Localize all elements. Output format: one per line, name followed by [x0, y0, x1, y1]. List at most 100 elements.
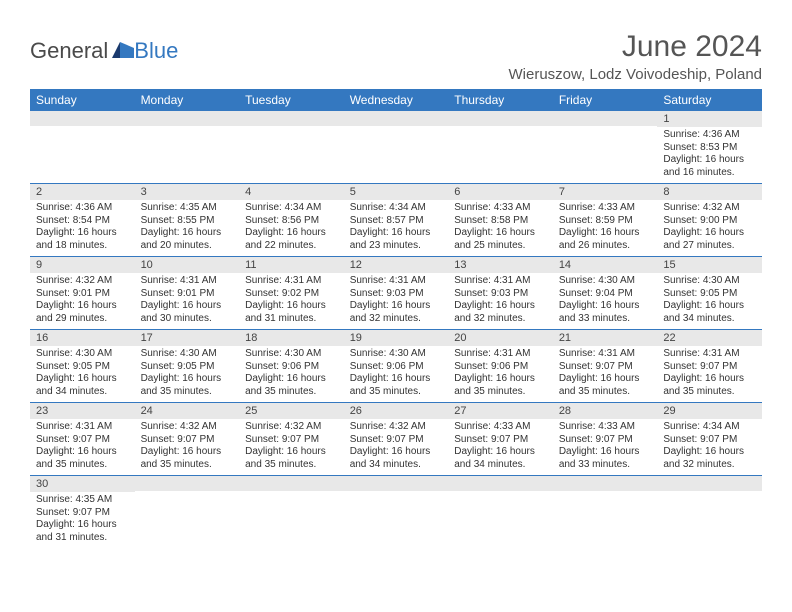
day-cell [553, 476, 658, 549]
daylight-text: Daylight: 16 hours and 35 minutes. [663, 373, 756, 398]
brand-mark-icon [112, 40, 134, 63]
day-cell: 16Sunrise: 4:30 AMSunset: 9:05 PMDayligh… [30, 330, 135, 403]
day-details: Sunrise: 4:36 AMSunset: 8:53 PMDaylight:… [657, 127, 762, 183]
daylight-text: Daylight: 16 hours and 25 minutes. [454, 227, 547, 252]
weekday-header: Sunday [30, 89, 135, 111]
calendar-page: General Blue June 2024 Wieruszow, Lodz V… [0, 0, 792, 568]
day-number: 6 [448, 184, 553, 200]
sunrise-text: Sunrise: 4:30 AM [350, 348, 443, 361]
sunrise-text: Sunrise: 4:33 AM [559, 202, 652, 215]
day-details: Sunrise: 4:32 AMSunset: 9:07 PMDaylight:… [344, 419, 449, 475]
day-cell: 8Sunrise: 4:32 AMSunset: 9:00 PMDaylight… [657, 184, 762, 257]
day-number: 29 [657, 403, 762, 419]
sunset-text: Sunset: 8:55 PM [141, 215, 234, 228]
sunset-text: Sunset: 9:05 PM [36, 361, 129, 374]
sunrise-text: Sunrise: 4:34 AM [350, 202, 443, 215]
sunset-text: Sunset: 9:07 PM [663, 361, 756, 374]
empty-day-bar [239, 111, 344, 126]
sunset-text: Sunset: 9:06 PM [350, 361, 443, 374]
sunset-text: Sunset: 9:04 PM [559, 288, 652, 301]
day-number: 15 [657, 257, 762, 273]
day-number: 22 [657, 330, 762, 346]
day-cell: 14Sunrise: 4:30 AMSunset: 9:04 PMDayligh… [553, 257, 658, 330]
day-cell: 29Sunrise: 4:34 AMSunset: 9:07 PMDayligh… [657, 403, 762, 476]
week-row: 30Sunrise: 4:35 AMSunset: 9:07 PMDayligh… [30, 476, 762, 549]
day-cell [135, 111, 240, 184]
daylight-text: Daylight: 16 hours and 35 minutes. [36, 446, 129, 471]
sunrise-text: Sunrise: 4:30 AM [36, 348, 129, 361]
day-cell: 28Sunrise: 4:33 AMSunset: 9:07 PMDayligh… [553, 403, 658, 476]
sunset-text: Sunset: 8:57 PM [350, 215, 443, 228]
sunrise-text: Sunrise: 4:32 AM [245, 421, 338, 434]
day-cell: 25Sunrise: 4:32 AMSunset: 9:07 PMDayligh… [239, 403, 344, 476]
daylight-text: Daylight: 16 hours and 31 minutes. [36, 519, 129, 544]
day-cell: 19Sunrise: 4:30 AMSunset: 9:06 PMDayligh… [344, 330, 449, 403]
day-details: Sunrise: 4:36 AMSunset: 8:54 PMDaylight:… [30, 200, 135, 256]
weekday-header: Tuesday [239, 89, 344, 111]
daylight-text: Daylight: 16 hours and 32 minutes. [350, 300, 443, 325]
day-cell [344, 111, 449, 184]
day-cell: 30Sunrise: 4:35 AMSunset: 9:07 PMDayligh… [30, 476, 135, 549]
weekday-header: Monday [135, 89, 240, 111]
day-number: 12 [344, 257, 449, 273]
sunrise-text: Sunrise: 4:32 AM [350, 421, 443, 434]
sunrise-text: Sunrise: 4:31 AM [454, 275, 547, 288]
sunset-text: Sunset: 9:07 PM [36, 434, 129, 447]
day-cell: 23Sunrise: 4:31 AMSunset: 9:07 PMDayligh… [30, 403, 135, 476]
daylight-text: Daylight: 16 hours and 16 minutes. [663, 154, 756, 179]
day-cell: 15Sunrise: 4:30 AMSunset: 9:05 PMDayligh… [657, 257, 762, 330]
day-number: 2 [30, 184, 135, 200]
header: General Blue June 2024 Wieruszow, Lodz V… [30, 30, 762, 83]
sunrise-text: Sunrise: 4:36 AM [663, 129, 756, 142]
sunrise-text: Sunrise: 4:31 AM [350, 275, 443, 288]
day-details: Sunrise: 4:33 AMSunset: 9:07 PMDaylight:… [448, 419, 553, 475]
daylight-text: Daylight: 16 hours and 30 minutes. [141, 300, 234, 325]
day-number: 21 [553, 330, 658, 346]
sunset-text: Sunset: 9:07 PM [559, 434, 652, 447]
sunset-text: Sunset: 9:03 PM [350, 288, 443, 301]
sunset-text: Sunset: 9:02 PM [245, 288, 338, 301]
day-details: Sunrise: 4:32 AMSunset: 9:07 PMDaylight:… [135, 419, 240, 475]
day-number: 1 [657, 111, 762, 127]
day-cell: 13Sunrise: 4:31 AMSunset: 9:03 PMDayligh… [448, 257, 553, 330]
day-cell: 11Sunrise: 4:31 AMSunset: 9:02 PMDayligh… [239, 257, 344, 330]
day-details: Sunrise: 4:35 AMSunset: 8:55 PMDaylight:… [135, 200, 240, 256]
day-number: 24 [135, 403, 240, 419]
day-cell: 20Sunrise: 4:31 AMSunset: 9:06 PMDayligh… [448, 330, 553, 403]
day-number: 19 [344, 330, 449, 346]
daylight-text: Daylight: 16 hours and 27 minutes. [663, 227, 756, 252]
day-details: Sunrise: 4:34 AMSunset: 8:56 PMDaylight:… [239, 200, 344, 256]
day-cell [30, 111, 135, 184]
sunrise-text: Sunrise: 4:31 AM [663, 348, 756, 361]
day-number: 7 [553, 184, 658, 200]
day-number: 4 [239, 184, 344, 200]
sunset-text: Sunset: 9:01 PM [141, 288, 234, 301]
day-number: 3 [135, 184, 240, 200]
daylight-text: Daylight: 16 hours and 18 minutes. [36, 227, 129, 252]
sunset-text: Sunset: 8:53 PM [663, 142, 756, 155]
day-details: Sunrise: 4:34 AMSunset: 8:57 PMDaylight:… [344, 200, 449, 256]
empty-day-bar [30, 111, 135, 126]
day-cell: 2Sunrise: 4:36 AMSunset: 8:54 PMDaylight… [30, 184, 135, 257]
weekday-header-row: Sunday Monday Tuesday Wednesday Thursday… [30, 89, 762, 111]
empty-day-bar [448, 476, 553, 491]
daylight-text: Daylight: 16 hours and 35 minutes. [559, 373, 652, 398]
sunset-text: Sunset: 9:07 PM [559, 361, 652, 374]
week-row: 16Sunrise: 4:30 AMSunset: 9:05 PMDayligh… [30, 330, 762, 403]
sunrise-text: Sunrise: 4:30 AM [245, 348, 338, 361]
day-cell [448, 111, 553, 184]
empty-day-bar [553, 111, 658, 126]
day-cell: 3Sunrise: 4:35 AMSunset: 8:55 PMDaylight… [135, 184, 240, 257]
sunset-text: Sunset: 8:56 PM [245, 215, 338, 228]
day-details: Sunrise: 4:31 AMSunset: 9:02 PMDaylight:… [239, 273, 344, 329]
daylight-text: Daylight: 16 hours and 22 minutes. [245, 227, 338, 252]
day-details: Sunrise: 4:32 AMSunset: 9:01 PMDaylight:… [30, 273, 135, 329]
calendar-grid: Sunday Monday Tuesday Wednesday Thursday… [30, 89, 762, 548]
day-details: Sunrise: 4:33 AMSunset: 9:07 PMDaylight:… [553, 419, 658, 475]
day-number: 10 [135, 257, 240, 273]
day-cell: 1Sunrise: 4:36 AMSunset: 8:53 PMDaylight… [657, 111, 762, 184]
sunset-text: Sunset: 9:06 PM [454, 361, 547, 374]
day-number: 28 [553, 403, 658, 419]
weekday-header: Thursday [448, 89, 553, 111]
sunrise-text: Sunrise: 4:35 AM [141, 202, 234, 215]
